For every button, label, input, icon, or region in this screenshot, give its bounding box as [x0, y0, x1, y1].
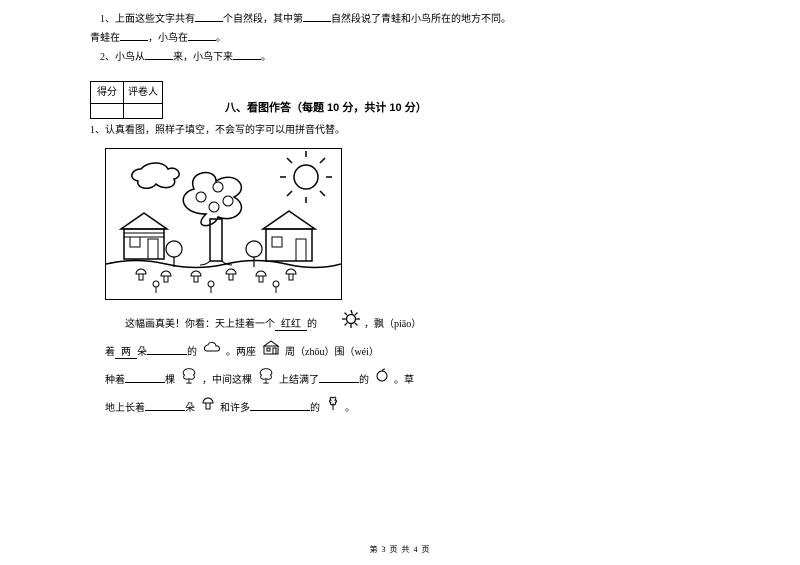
q8-intro: 1、认真看图，照样子填空，不会写的字可以用拼音代替。 — [90, 121, 710, 140]
text: 地上长着 — [105, 403, 145, 414]
blank[interactable] — [120, 30, 148, 41]
tree-icon — [180, 366, 198, 395]
text: 朵 — [137, 347, 147, 358]
mushroom-icon — [200, 395, 216, 422]
text: 个自然段，其中第 — [223, 14, 303, 25]
para-line-2: 着两朵 的 。两座 周（zhōu）围（wéi） — [105, 339, 510, 366]
blank[interactable] — [195, 11, 223, 22]
text: 种着 — [105, 375, 125, 386]
text: 的 — [310, 403, 320, 414]
tree-icon — [257, 366, 275, 395]
blank[interactable] — [145, 49, 173, 60]
text: 周（zhōu）围（wéi） — [285, 347, 379, 358]
section-8-title: 八、看图作答（每题 10 分，共计 10 分） — [225, 98, 427, 119]
text: 。两座 — [226, 347, 256, 358]
text: 来，小鸟下来 — [173, 52, 233, 63]
text: 着 — [105, 347, 115, 358]
text: 。草 — [394, 375, 414, 386]
example-fill: 红红 — [275, 319, 307, 331]
q1-line3: 2、小鸟从 来，小鸟下来 。 — [90, 48, 710, 67]
example-fill: 两 — [115, 347, 137, 359]
page-footer: 第 3 页 共 4 页 — [0, 544, 800, 555]
score-cell[interactable] — [91, 104, 124, 119]
text: ，飘（piāo） — [364, 319, 421, 330]
grader-label: 评卷人 — [124, 82, 163, 104]
house-icon — [261, 339, 281, 366]
text: 棵 — [165, 375, 175, 386]
picture-illustration — [105, 148, 342, 300]
text: 。 — [216, 33, 226, 44]
grader-cell[interactable] — [124, 104, 163, 119]
flower-icon — [325, 395, 341, 422]
score-table: 得分 评卷人 — [90, 81, 163, 119]
blank[interactable] — [188, 30, 216, 41]
text: 自然段说了青蛙和小鸟所在的地方不同。 — [331, 14, 511, 25]
text: 上结满了 — [279, 375, 319, 386]
text: 。 — [345, 403, 355, 414]
cloud-icon — [202, 340, 222, 366]
text: 的 — [359, 375, 369, 386]
q1-line2: 青蛙在 ，小鸟在 。 — [90, 29, 710, 48]
text: ，中间这棵 — [202, 375, 252, 386]
blank[interactable] — [147, 344, 187, 355]
text: 这幅画真美！你看：天上挂着一个 — [125, 319, 275, 330]
apple-icon — [374, 367, 390, 394]
para-line-4: 地上长着 朵 和许多 的 。 — [105, 395, 510, 422]
text: 朵 — [185, 403, 195, 414]
score-label: 得分 — [91, 82, 124, 104]
blank[interactable] — [233, 49, 261, 60]
para-line-3: 种着 棵 ，中间这棵 上结满了 的 。草 — [105, 366, 510, 395]
blank[interactable] — [303, 11, 331, 22]
sun-icon — [322, 310, 360, 339]
text: 的 — [187, 347, 197, 358]
text: 。 — [261, 52, 271, 63]
blank[interactable] — [125, 372, 165, 383]
text: 青蛙在 — [90, 33, 120, 44]
blank[interactable] — [319, 372, 359, 383]
blank[interactable] — [145, 400, 185, 411]
para-line-1: 这幅画真美！你看：天上挂着一个红红的 ，飘（piāo） — [105, 310, 510, 339]
blank[interactable] — [250, 400, 310, 411]
text: 2、小鸟从 — [100, 52, 145, 63]
question-1: 1、上面这些文字共有 个自然段，其中第 自然段说了青蛙和小鸟所在的地方不同。 青蛙在… — [90, 10, 710, 67]
text: 的 — [307, 319, 317, 330]
text: 和许多 — [220, 403, 250, 414]
text: ，小鸟在 — [148, 33, 188, 44]
fill-paragraph: 这幅画真美！你看：天上挂着一个红红的 ，飘（piāo） 着两朵的 。两座 周（z… — [105, 310, 510, 422]
q1-line1: 1、上面这些文字共有 个自然段，其中第 自然段说了青蛙和小鸟所在的地方不同。 — [90, 10, 710, 29]
text: 1、上面这些文字共有 — [100, 14, 195, 25]
